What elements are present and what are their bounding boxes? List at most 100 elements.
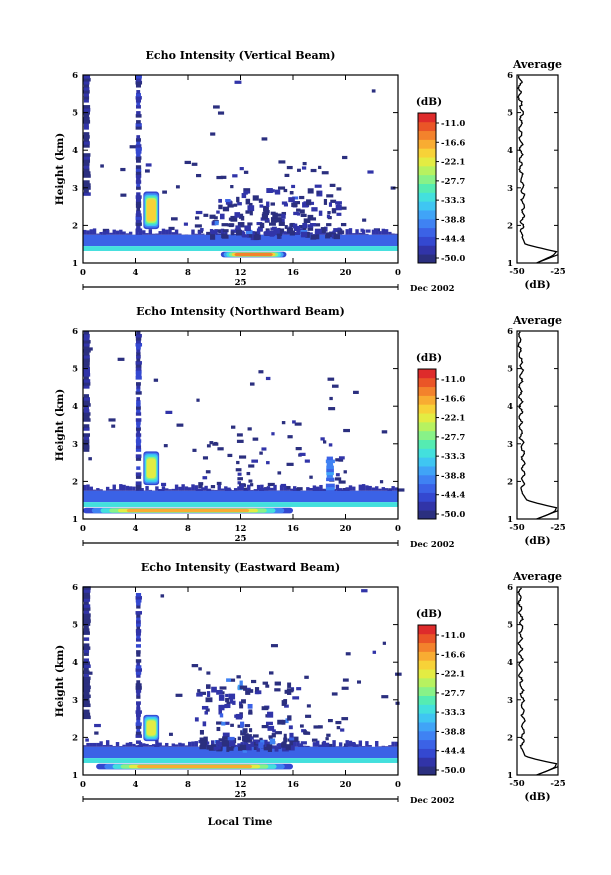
echo-cell: [300, 231, 308, 238]
echo-column: [135, 195, 142, 199]
echo-cell: [333, 234, 341, 240]
echo-cell: [237, 481, 241, 485]
average-y-tick-label: 5: [507, 365, 513, 375]
day-label: 25: [235, 790, 247, 800]
echo-column: [83, 135, 90, 139]
echo-edge: [135, 745, 139, 747]
average-y-tick-label: 4: [507, 402, 513, 412]
echo-edge: [122, 231, 126, 235]
echo-cell: [300, 741, 307, 745]
y-tick-label: 2: [72, 477, 78, 487]
echo-edge: [348, 740, 353, 747]
echo-cell: [211, 221, 217, 226]
echo-cell: [255, 740, 260, 745]
average-y-tick-label: 2: [507, 221, 513, 231]
echo-cell: [247, 205, 255, 212]
colorbar-swatch: [418, 218, 436, 229]
echo-edge: [138, 228, 143, 235]
echo-edge: [92, 489, 97, 491]
echo-cell: [305, 714, 312, 718]
echo-column: [83, 117, 90, 121]
echo-cell: [277, 471, 282, 475]
echo-cell: [236, 196, 240, 203]
colorbar-swatch: [418, 183, 436, 193]
echo-cell: [203, 213, 209, 217]
echo-cell: [222, 233, 227, 238]
echo-column: [136, 183, 141, 187]
colorbar-swatch: [418, 660, 436, 670]
echo-column: [135, 448, 142, 452]
echo-cell: [108, 418, 116, 422]
echo-column: [135, 391, 142, 395]
echo-cell: [292, 420, 296, 424]
echo-cell: [320, 437, 325, 441]
echo-cell: [247, 689, 254, 693]
echo-column: [135, 222, 142, 226]
echo-column: [135, 96, 142, 100]
echo-blob: [146, 720, 156, 736]
echo-cell: [331, 234, 336, 238]
average-profile-tail: [536, 254, 559, 264]
echo-column: [135, 418, 142, 422]
echo-cell: [272, 729, 276, 733]
echo-edge: [375, 740, 379, 747]
echo-cell: [266, 201, 270, 208]
echo-edge: [174, 484, 179, 491]
echo-column: [83, 343, 90, 347]
echo-cell: [270, 227, 277, 231]
echo-edge: [201, 487, 205, 491]
echo-cell: [216, 210, 220, 214]
echo-cell: [284, 173, 290, 178]
echo-edge: [312, 233, 317, 235]
echo-edge: [165, 488, 169, 491]
colorbar-swatch: [418, 201, 436, 211]
echo-cell: [261, 706, 269, 711]
echo-cell: [239, 680, 243, 686]
echo-edge: [145, 486, 149, 491]
echo-column: [83, 670, 90, 674]
x-tick-label: 20: [340, 780, 352, 790]
echo-column: [136, 466, 141, 470]
echo-cell: [195, 210, 203, 215]
echo-column: [326, 456, 333, 461]
echo-edge: [86, 484, 90, 491]
echo-edge: [293, 740, 297, 747]
echo-edge: [309, 488, 313, 491]
echo-cell: [304, 459, 310, 463]
echo-cell: [245, 690, 251, 695]
colorbar-swatch: [418, 439, 436, 449]
echo-cell: [194, 717, 199, 722]
echo-edge: [237, 487, 241, 491]
average-x-label: (dB): [524, 791, 550, 803]
echo-cell: [244, 724, 251, 728]
echo-cell: [234, 80, 242, 84]
echo-edge: [299, 743, 303, 747]
echo-column: [135, 114, 142, 118]
echo-edge: [174, 744, 179, 747]
echo-column: [83, 643, 90, 647]
echo-cell: [282, 719, 286, 724]
echo-cell: [302, 161, 307, 166]
echo-edge: [210, 489, 215, 491]
echo-column: [83, 180, 90, 184]
echo-cell: [284, 485, 291, 490]
echo-edge: [128, 742, 133, 747]
echo-edge: [128, 486, 133, 491]
colorbar-swatch: [418, 421, 436, 432]
echo-column: [83, 637, 90, 641]
y-tick-label: 3: [72, 696, 78, 706]
echo-cell: [199, 744, 207, 750]
echo-edge: [105, 740, 110, 747]
echo-edge: [132, 486, 136, 491]
echo-cell: [266, 744, 273, 749]
echo-edge: [115, 742, 120, 747]
echo-column: [136, 207, 141, 211]
echo-cell: [329, 183, 336, 187]
echo-edge: [306, 745, 310, 747]
echo-cell: [194, 224, 202, 228]
echo-column: [135, 105, 141, 109]
echo-edge: [194, 741, 198, 747]
echo-column: [135, 198, 141, 202]
echo-column: [136, 186, 141, 190]
echo-column: [136, 331, 141, 335]
